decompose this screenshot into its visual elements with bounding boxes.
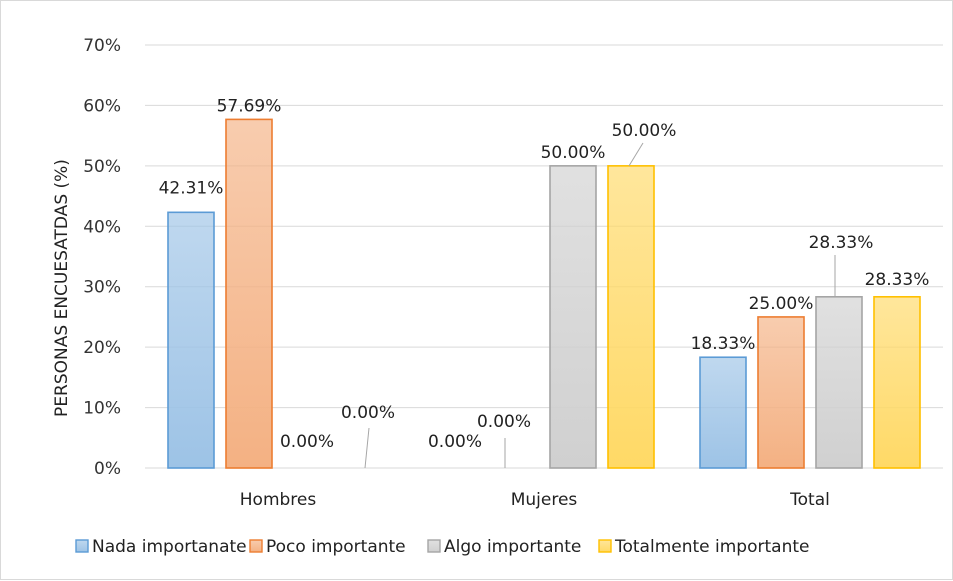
legend-label: Poco importante (266, 537, 406, 557)
data-label: 0.00% (341, 403, 395, 423)
data-label: 50.00% (541, 143, 606, 163)
data-label: 0.00% (477, 412, 531, 432)
bar (225, 118, 273, 469)
bar (167, 211, 215, 469)
leader-lines (364, 142, 836, 469)
data-labels: 42.31%57.69%0.00%0.00%0.00%0.00%50.00%50… (159, 96, 930, 452)
y-tick-label: 20% (83, 338, 121, 358)
y-tick-label: 50% (83, 157, 121, 177)
x-category-label: Hombres (240, 490, 317, 510)
legend: Nada importanate Poco importante Algo impo… (75, 537, 809, 557)
y-tick-label: 70% (83, 36, 121, 56)
data-label: 25.00% (749, 294, 814, 314)
legend-swatch (75, 539, 89, 553)
x-category-label: Total (789, 490, 830, 510)
legend-swatch (598, 539, 612, 553)
x-axis-categories: Hombres Mujeres Total (240, 490, 830, 510)
data-label: 28.33% (865, 270, 930, 290)
legend-swatch (427, 539, 441, 553)
y-axis-ticks: 0% 10% 20% 30% 40% 50% 60% 70% (83, 36, 121, 479)
y-tick-label: 40% (83, 217, 121, 237)
leader-line (364, 427, 370, 469)
data-label: 50.00% (612, 121, 677, 141)
legend-label: Nada importanate (92, 537, 247, 557)
legend-label: Totalmente importante (614, 537, 809, 557)
legend-swatch (249, 539, 263, 553)
y-tick-label: 10% (83, 399, 121, 419)
y-tick-label: 30% (83, 278, 121, 298)
bar (873, 296, 921, 469)
data-label: 0.00% (428, 432, 482, 452)
data-label: 57.69% (217, 96, 282, 116)
data-label: 0.00% (280, 432, 334, 452)
y-tick-label: 60% (83, 96, 121, 116)
data-label: 28.33% (809, 233, 874, 253)
bar (699, 356, 747, 469)
y-axis-label: PERSONAS ENCUESATDAS (%) (52, 159, 72, 417)
leader-line (628, 142, 644, 167)
y-tick-label: 0% (94, 459, 121, 479)
bar (757, 316, 805, 469)
data-label: 42.31% (159, 178, 224, 198)
bars (167, 118, 921, 469)
bar (607, 165, 655, 469)
gridlines (145, 44, 943, 469)
bar (815, 296, 863, 469)
data-label: 18.33% (691, 334, 756, 354)
legend-label: Algo importante (444, 537, 581, 557)
x-category-label: Mujeres (511, 490, 578, 510)
bar (549, 165, 597, 469)
